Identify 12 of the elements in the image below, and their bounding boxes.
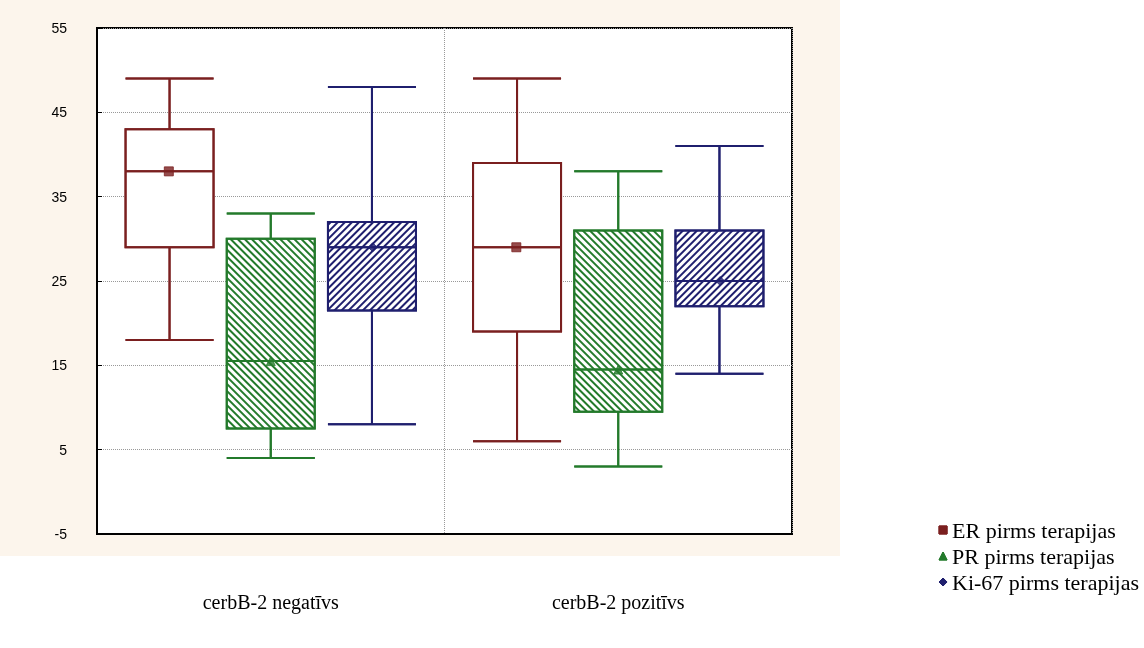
y-tick-label: -5 <box>54 526 68 542</box>
legend-label: Ki-67 pirms terapijas <box>952 569 1140 595</box>
legend-label: PR pirms terapijas <box>952 543 1115 569</box>
y-tick-label: 5 <box>59 441 68 458</box>
x-tick-label: cerbB-2 negatīvs <box>202 591 339 614</box>
y-tick-label: 35 <box>51 188 68 205</box>
legend-label: ER pirms terapijas <box>952 517 1116 543</box>
y-tick-label: 25 <box>51 273 68 289</box>
y-tick-label: 15 <box>51 357 68 374</box>
y-tick-label: 55 <box>51 20 68 36</box>
y-tick-label: 45 <box>51 104 68 121</box>
x-tick-label: cerbB-2 pozitīvs <box>551 591 685 614</box>
